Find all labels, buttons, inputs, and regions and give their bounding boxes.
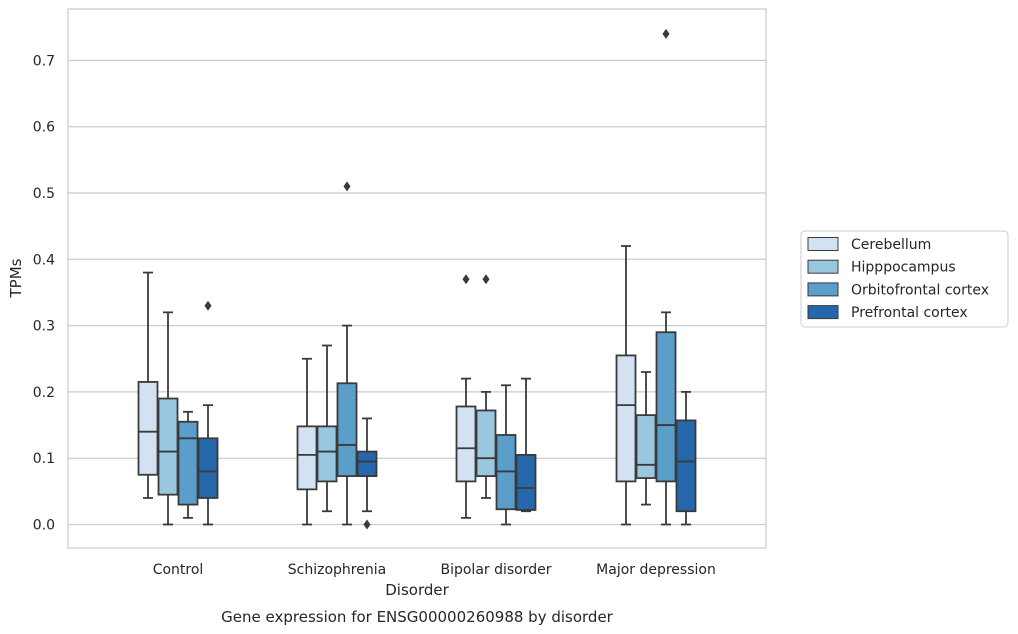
box-iqr: [655, 331, 677, 483]
y-tick-label: 0.0: [33, 518, 55, 534]
x-tick-label: Bipolar disorder: [440, 562, 551, 578]
box-iqr: [615, 354, 637, 483]
box-iqr: [635, 414, 657, 479]
box-orbitofrontal-cortex: [177, 410, 199, 519]
box-prefrontal-cortex: [515, 377, 537, 513]
y-axis-label: TPMs: [7, 258, 25, 298]
outlier-point: [462, 274, 470, 285]
box-prefrontal-cortex: [675, 390, 697, 526]
y-tick-label: 0.3: [33, 319, 55, 335]
legend-label: Hipppocampus: [851, 260, 956, 276]
legend-swatch: [807, 237, 839, 251]
outlier-point: [662, 28, 670, 39]
box-cerebellum: [137, 271, 159, 499]
box-iqr: [316, 425, 338, 483]
y-tick-label: 0.1: [33, 451, 55, 467]
box-iqr: [475, 409, 497, 478]
legend-label: Cerebellum: [851, 237, 931, 253]
legend-frame: [800, 230, 1009, 328]
box-orbitofrontal-cortex: [495, 384, 517, 526]
y-tick-label: 0.6: [33, 120, 55, 136]
box-series: [137, 28, 697, 530]
outlier-point: [482, 274, 490, 285]
box-iqr: [675, 419, 697, 513]
chart-caption: Gene expression for ENSG00000260988 by d…: [221, 608, 614, 626]
legend-swatch: [807, 259, 839, 274]
box-iqr: [455, 405, 477, 483]
box-cerebellum: [296, 357, 318, 526]
legend-label: Prefrontal cortex: [851, 305, 968, 321]
box-orbitofrontal-cortex: [655, 28, 677, 526]
x-axis-ticks: Control Schizophrenia Bipolar disorder Majo…: [153, 562, 716, 578]
box-hipppocampus: [157, 311, 179, 526]
y-tick-label: 0.4: [33, 252, 55, 268]
box-iqr: [296, 425, 318, 491]
box-cerebellum: [615, 245, 637, 526]
box-hipppocampus: [316, 344, 338, 513]
x-tick-label: Schizophrenia: [288, 562, 386, 578]
box-prefrontal-cortex: [197, 300, 219, 526]
box-prefrontal-cortex: [356, 417, 378, 530]
box-iqr: [137, 381, 159, 476]
plot-area: [67, 8, 767, 549]
box-iqr: [356, 450, 378, 478]
box-cerebellum: [455, 274, 477, 519]
legend-swatch: [807, 305, 839, 320]
outlier-point: [363, 519, 371, 530]
y-axis-ticks: 0.0 0.1 0.2 0.3 0.4 0.5 0.6 0.7: [33, 53, 55, 533]
x-tick-label: Control: [153, 562, 204, 578]
x-tick-label: Major depression: [596, 562, 716, 578]
box-iqr: [197, 437, 219, 499]
legend: Cerebellum Hipppocampus Orbitofrontal cort…: [800, 230, 1009, 328]
box-iqr: [336, 382, 358, 478]
legend-label: Orbitofrontal cortex: [851, 282, 989, 298]
legend-swatch: [807, 282, 839, 297]
y-tick-label: 0.7: [33, 53, 55, 69]
box-iqr: [157, 397, 179, 496]
box-iqr: [515, 453, 537, 511]
outlier-point: [343, 181, 351, 192]
y-tick-label: 0.2: [33, 385, 55, 401]
box-hipppocampus: [635, 371, 657, 506]
box-hipppocampus: [475, 274, 497, 499]
x-axis-label: Disorder: [385, 581, 449, 599]
outlier-point: [204, 300, 212, 311]
y-tick-label: 0.5: [33, 186, 55, 202]
box-orbitofrontal-cortex: [336, 181, 358, 526]
box-iqr: [177, 420, 199, 506]
